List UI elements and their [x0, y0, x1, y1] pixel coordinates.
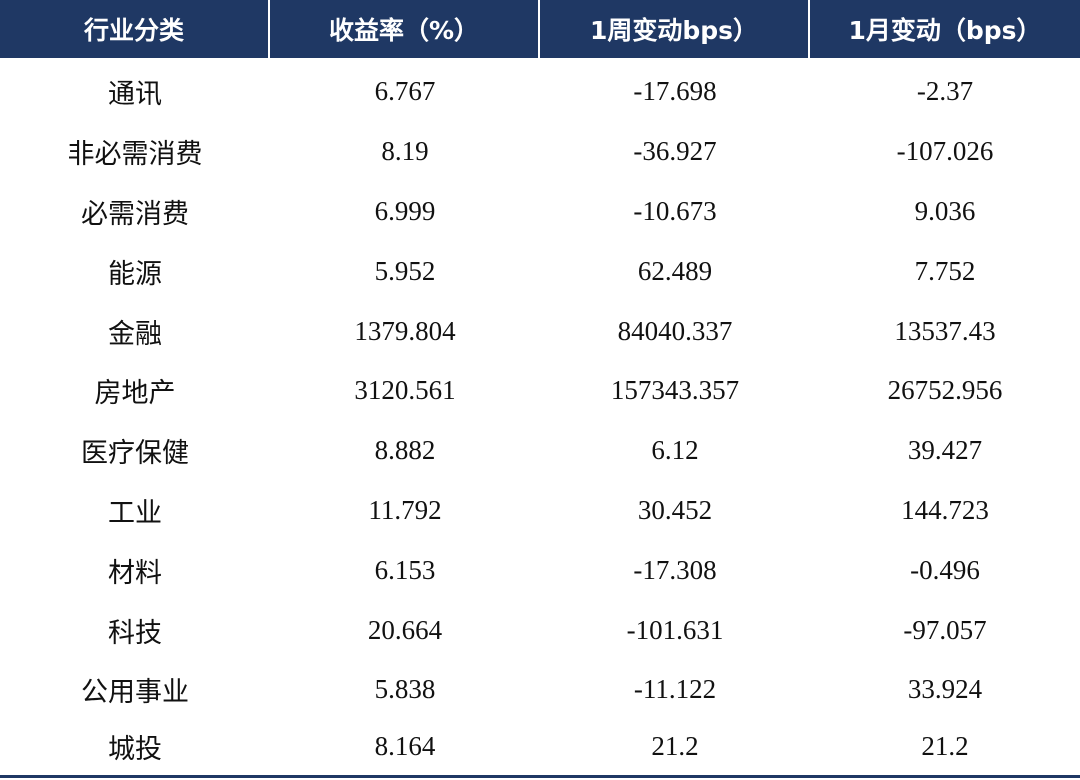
cell-1w-change: -36.927	[633, 136, 717, 167]
table-row: 工业 11.792 30.452 144.723	[0, 481, 1080, 541]
table-row: 材料 6.153 -17.308 -0.496	[0, 540, 1080, 600]
table-row: 金融 1379.804 84040.337 13537.43	[0, 301, 1080, 361]
cell-1m-change: 39.427	[907, 435, 983, 466]
cell-yield: 5.952	[374, 255, 436, 286]
cell-1m-change: -2.37	[916, 76, 974, 107]
cell-1m-change: 26752.956	[887, 375, 1003, 406]
cell-industry: 必需消费	[81, 198, 189, 230]
cell-yield: 6.999	[374, 195, 436, 226]
cell-1m-change: 7.752	[914, 255, 976, 286]
cell-yield: 20.664	[367, 614, 443, 645]
table-row: 必需消费 6.999 -10.673 9.036	[0, 182, 1080, 242]
cell-industry: 工业	[108, 497, 162, 529]
cell-1m-change: -107.026	[896, 136, 994, 167]
table-row: 能源 5.952 62.489 7.752	[0, 241, 1080, 301]
cell-1w-change: 30.452	[637, 494, 713, 525]
cell-1m-change: 21.2	[921, 731, 969, 762]
cell-yield: 8.164	[374, 731, 436, 762]
cell-yield: 1379.804	[354, 315, 456, 346]
cell-yield: 3120.561	[354, 375, 456, 406]
cell-1w-change: -10.673	[633, 195, 717, 226]
cell-1m-change: -0.496	[910, 554, 980, 585]
cell-1w-change: 62.489	[637, 255, 713, 286]
table-row: 公用事业 5.838 -11.122 33.924	[0, 660, 1080, 720]
cell-1m-change: -97.057	[903, 614, 987, 645]
cell-industry: 城投	[108, 734, 162, 766]
cell-yield: 11.792	[368, 494, 442, 525]
header-1m-change: 1月变动（bps）	[848, 16, 1042, 45]
cell-industry: 金融	[108, 318, 162, 350]
table-row: 科技 20.664 -101.631 -97.057	[0, 600, 1080, 660]
cell-industry: 房地产	[94, 378, 176, 410]
table-header-row: 行业分类 收益率（%） 1周变动bps） 1月变动（bps）	[0, 0, 1080, 58]
table-row: 房地产 3120.561 157343.357 26752.956	[0, 361, 1080, 421]
cell-yield: 6.153	[374, 554, 436, 585]
cell-1w-change: -11.122	[633, 674, 717, 705]
table-body: 通讯 6.767 -17.698 -2.37 非必需消费 8.19 -36.92…	[0, 62, 1080, 774]
cell-1m-change: 13537.43	[894, 315, 996, 346]
cell-industry: 公用事业	[81, 677, 189, 709]
table-row: 城投 8.164 21.2 21.2	[0, 720, 1080, 774]
cell-yield: 8.19	[381, 136, 429, 167]
cell-yield: 6.767	[374, 76, 436, 107]
cell-1m-change: 144.723	[901, 494, 989, 525]
table-row: 非必需消费 8.19 -36.927 -107.026	[0, 122, 1080, 182]
cell-yield: 8.882	[374, 435, 436, 466]
cell-1m-change: 33.924	[907, 674, 983, 705]
header-yield: 收益率（%）	[270, 0, 540, 58]
cell-industry: 通讯	[108, 79, 162, 111]
cell-yield: 5.838	[374, 674, 436, 705]
cell-1w-change: 157343.357	[610, 375, 740, 406]
cell-industry: 材料	[108, 557, 162, 589]
cell-1w-change: 6.12	[651, 435, 699, 466]
cell-1w-change: -101.631	[626, 614, 724, 645]
cell-industry: 非必需消费	[67, 139, 203, 171]
cell-1m-change: 9.036	[914, 195, 976, 226]
cell-1w-change: 21.2	[651, 731, 699, 762]
header-1w-change: 1周变动bps）	[540, 0, 810, 58]
cell-industry: 科技	[108, 617, 162, 649]
table-row: 通讯 6.767 -17.698 -2.37	[0, 62, 1080, 122]
cell-industry: 能源	[108, 258, 162, 290]
cell-1w-change: -17.308	[633, 554, 717, 585]
table-row: 医疗保健 8.882 6.12 39.427	[0, 421, 1080, 481]
cell-1w-change: 84040.337	[617, 315, 733, 346]
table-bottom-rule	[0, 775, 1080, 778]
header-industry: 行业分类	[0, 0, 270, 58]
cell-1w-change: -17.698	[633, 76, 717, 107]
cell-industry: 医疗保健	[81, 438, 189, 470]
